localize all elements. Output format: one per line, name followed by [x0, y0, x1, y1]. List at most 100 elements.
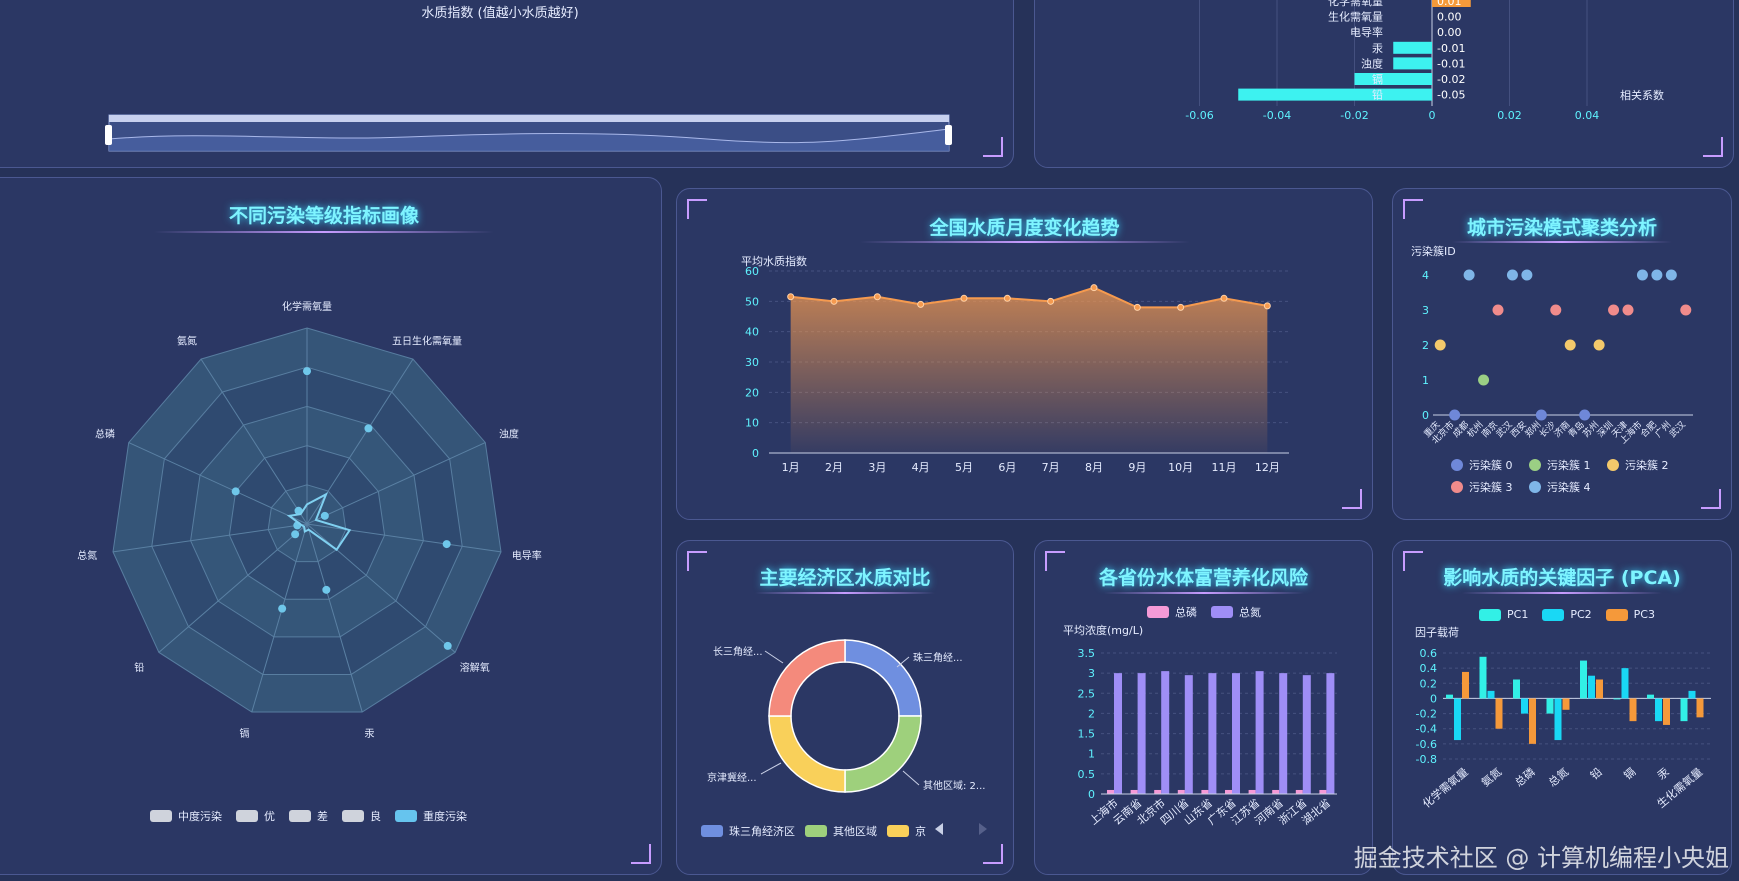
x-tick-label: 镉	[1621, 765, 1638, 783]
cluster-title: 城市污染模式聚类分析	[1466, 217, 1657, 239]
tp-bar	[1177, 789, 1185, 794]
tp-bar	[1272, 789, 1280, 794]
legend-item[interactable]: 优	[236, 808, 275, 824]
pca-bar	[1613, 698, 1621, 700]
legend-item[interactable]: 重度污染	[395, 808, 467, 824]
donut-legend: 珠三角经济区 其他区域 京	[701, 823, 926, 839]
scatter-point	[1564, 339, 1576, 351]
tp-bar	[1225, 789, 1232, 794]
y-axis-name: 污染簇ID	[1411, 244, 1456, 258]
corr-bar	[1238, 88, 1432, 101]
y-tick-label: 2.5	[1078, 687, 1096, 700]
radar-point	[303, 367, 311, 376]
legend-next-icon[interactable]	[979, 823, 987, 835]
data-zoom-slider[interactable]	[0, 0, 1014, 168]
panel-monthly-trend: 全国水质月度变化趋势 平均水质指数 0 10 20 30 40 50 60 1月 2月 3月 4月 5月…	[676, 188, 1373, 520]
pca-bar	[1629, 698, 1637, 722]
legend-item[interactable]: PC2	[1542, 608, 1592, 621]
area-fill	[790, 287, 1268, 453]
legend-swatch	[805, 825, 827, 837]
y-tick-label: 0	[752, 447, 759, 460]
legend-item[interactable]: 良	[342, 808, 381, 824]
legend-swatch	[1451, 481, 1463, 493]
legend-label: 污染簇 3	[1469, 480, 1513, 494]
pca-bar	[1529, 698, 1536, 744]
x-tick-label: 7月	[1042, 461, 1060, 474]
tp-bar	[1319, 789, 1327, 794]
scatter-point	[1665, 269, 1677, 281]
legend-swatch	[887, 825, 909, 837]
legend-item[interactable]: PC3	[1605, 608, 1655, 621]
legend-label: 污染簇 2	[1625, 458, 1669, 472]
radar-point	[291, 530, 300, 539]
pca-bar	[1521, 698, 1528, 714]
value-label: 0.01	[1437, 0, 1462, 8]
label-line	[764, 650, 784, 664]
pca-bar	[1621, 668, 1629, 699]
pca-bar-chart: 因子载荷 -0.8 -0.6 -0.4 -0.2 0 0.2 0.4 0.6 化学需氧量 氨氮 总磷总…	[1415, 626, 1711, 811]
eutro-title: 各省份水体富营养化风险	[1098, 567, 1308, 589]
pca-bar	[1454, 698, 1461, 741]
radar-indicator-label: 浊度	[499, 427, 519, 440]
legend-item[interactable]: PC1	[1479, 608, 1528, 621]
radar-indicator-label: 总氮	[77, 549, 97, 562]
panel-economic-zones: 主要经济区水质对比 长三角经... 珠三角经... 京津冀经... 其他区域: 2..…	[676, 540, 1014, 875]
panel-eutrophication: 各省份水体富营养化风险 总磷 总氮 平均浓度(mg/L) 0 0.5 1 1.5 2 2.5 3…	[1034, 540, 1373, 875]
legend-swatch	[1211, 606, 1233, 618]
y-tick-label: 4	[1422, 269, 1429, 282]
legend-swatch	[1542, 608, 1565, 621]
radar-title: 不同污染等级指标画像	[228, 205, 419, 227]
tp-bar	[1154, 789, 1162, 794]
x-axis-name: 相关系数	[1620, 88, 1664, 102]
scatter-point	[1622, 304, 1634, 316]
donut-slice	[844, 639, 922, 717]
legend-prev-icon[interactable]	[935, 823, 943, 835]
legend-swatch	[150, 810, 172, 822]
eutro-legend: 总磷 总氮	[1147, 604, 1261, 620]
x-tick-label: -0.06	[1185, 109, 1213, 122]
data-point	[917, 300, 925, 308]
radar-indicator-label: 五日生化需氧量	[392, 335, 462, 348]
pca-bar	[1562, 698, 1570, 710]
scatter-point	[1608, 304, 1620, 316]
data-point	[830, 297, 838, 305]
legend-item[interactable]: 中度污染	[150, 808, 222, 824]
legend-label: 污染簇 4	[1547, 480, 1591, 494]
label-line	[896, 656, 910, 668]
legend-item[interactable]: 总氮	[1211, 604, 1261, 620]
legend-swatch	[1607, 459, 1619, 471]
pca-bar	[1647, 694, 1654, 699]
pca-bar	[1596, 679, 1603, 699]
data-point	[1177, 303, 1185, 311]
pca-legend: PC1 PC2 PC3	[1479, 608, 1655, 621]
legend-item[interactable]: 其他区域	[805, 823, 877, 839]
pca-bar	[1554, 698, 1562, 741]
label-line	[902, 770, 920, 786]
legend-label: 污染簇 1	[1547, 458, 1591, 472]
legend-item[interactable]: 差	[289, 808, 328, 824]
data-point	[1263, 302, 1271, 310]
zoom-handle-left	[105, 125, 112, 145]
legend-swatch	[289, 810, 311, 822]
legend-label: 珠三角经济区	[729, 825, 795, 838]
legend-item[interactable]: 总磷	[1147, 604, 1197, 620]
corr-bar	[1432, 0, 1471, 7]
tp-bar	[1295, 789, 1303, 794]
radar-indicator-label: 铅	[134, 661, 144, 674]
radar-point	[231, 487, 240, 496]
value-label: -0.01	[1437, 42, 1465, 55]
legend-item[interactable]: 珠三角经济区	[701, 823, 795, 839]
y-tick-label: 20	[745, 386, 759, 399]
radar-legend: 中度污染 优 差 良 重度污染	[150, 808, 467, 824]
x-tick-label: 总磷	[1512, 765, 1538, 790]
pca-bar	[1696, 698, 1704, 718]
category-label: 浊度	[1361, 56, 1383, 70]
pca-title: 影响水质的关键因子 (PCA)	[1443, 567, 1681, 589]
category-label: 化学需氧量	[1328, 0, 1383, 8]
value-label: -0.05	[1437, 89, 1465, 102]
legend-swatch	[1529, 481, 1541, 493]
y-tick-label: 1.5	[1078, 728, 1096, 741]
radar-spoke	[200, 358, 308, 525]
slice-label: 珠三角经...	[913, 651, 963, 664]
legend-item[interactable]: 京	[887, 823, 926, 839]
